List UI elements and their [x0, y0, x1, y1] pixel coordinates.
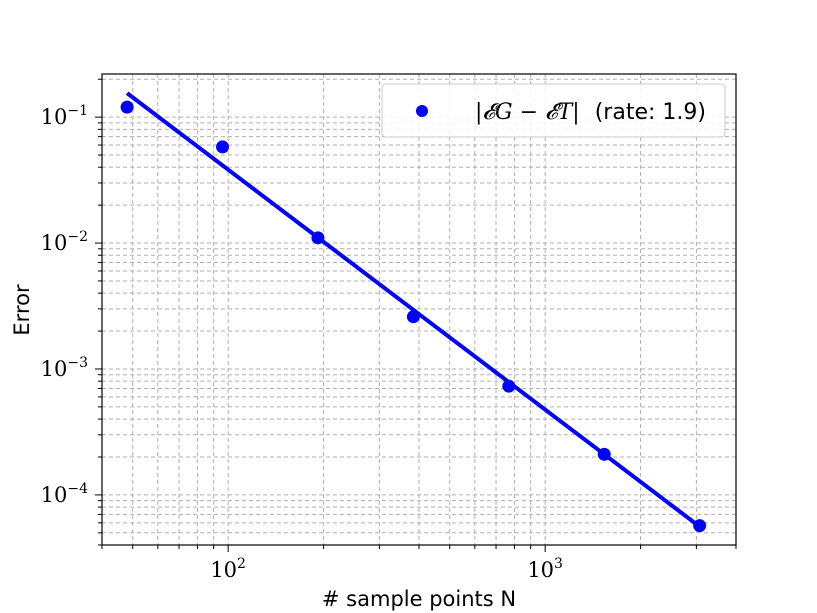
y-axis-label: Error	[10, 284, 34, 336]
points-layer	[120, 100, 707, 533]
data-point	[120, 100, 134, 114]
ticklabels-layer: 102 103 10−1 10−2 10−3 10−4	[41, 103, 563, 582]
legend-box	[381, 83, 726, 138]
plot-frame	[101, 73, 737, 546]
legend: |𝓔G − 𝓔T| (rate: 1.9)	[381, 83, 726, 138]
legend-entry-main: |𝓔G − 𝓔T|	[475, 100, 580, 125]
x-tick-label: 102	[210, 556, 246, 582]
data-point	[597, 447, 611, 461]
y-tick-label: 10−2	[41, 229, 88, 255]
y-tick-label: 10−4	[41, 481, 88, 507]
x-tick-label: 103	[527, 556, 563, 582]
x-axis-label: # sample points N	[322, 587, 516, 611]
legend-entry-rate: (rate: 1.9)	[595, 100, 706, 125]
fit-line	[125, 91, 701, 529]
data-point	[311, 231, 325, 245]
y-tick-label: 10−1	[41, 103, 88, 129]
y-tick-label: 10−3	[41, 355, 88, 381]
data-point	[693, 519, 707, 533]
data-point	[216, 140, 230, 154]
data-point	[502, 379, 516, 393]
legend-marker	[416, 105, 428, 117]
fit-layer	[125, 91, 701, 529]
data-point	[406, 310, 420, 324]
ticks-layer	[95, 78, 737, 552]
legend-entry: |𝓔G − 𝓔T| (rate: 1.9)	[475, 100, 706, 125]
